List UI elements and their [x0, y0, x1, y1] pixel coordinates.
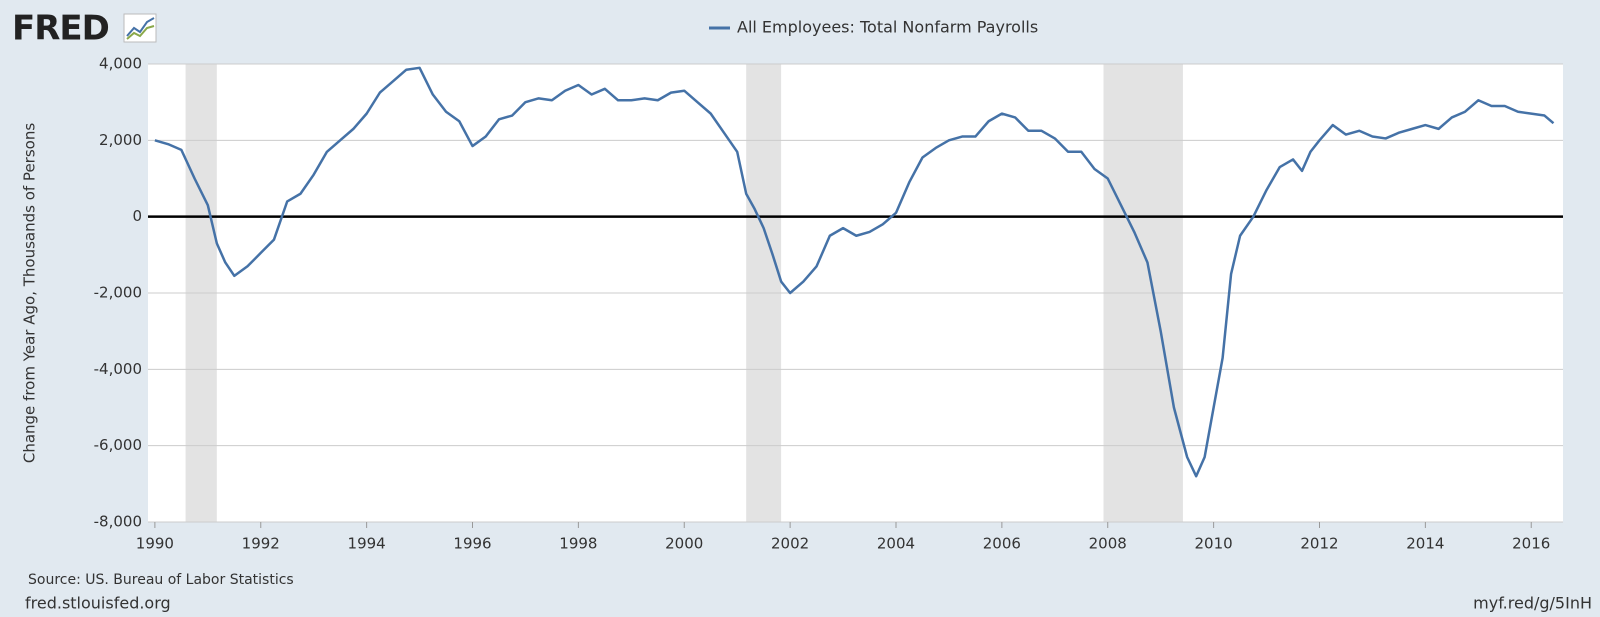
y-tick-label: -2,000: [94, 284, 142, 302]
x-tick-label: 2002: [771, 535, 809, 553]
x-tick-label: 1994: [348, 535, 386, 553]
y-tick-label: -4,000: [94, 360, 142, 378]
x-tick-label: 2012: [1300, 535, 1338, 553]
x-tick-label: 2010: [1195, 535, 1233, 553]
x-tick-label: 1990: [136, 535, 174, 553]
y-axis-label: Change from Year Ago, Thousands of Perso…: [21, 123, 39, 463]
data-line: [154, 66, 1555, 478]
footer-left: fred.stlouisfed.org: [25, 594, 171, 613]
y-tick-label: -6,000: [94, 436, 142, 454]
y-tick-label: 0: [132, 207, 142, 225]
footer-right: myf.red/g/5InH: [1473, 594, 1592, 613]
x-tick-label: 2000: [665, 535, 703, 553]
x-tick-label: 2008: [1089, 535, 1127, 553]
logo-icon: [123, 13, 157, 43]
x-tick-label: 2004: [877, 535, 915, 553]
source: Source: US. Bureau of Labor Statistics: [28, 572, 294, 588]
y-tick-label: 4,000: [99, 55, 142, 73]
x-tick-label: 1996: [453, 535, 491, 553]
logo: FRED: [12, 9, 109, 49]
y-tick-label: -8,000: [94, 513, 142, 531]
x-tick-label: 1998: [559, 535, 597, 553]
y-tick-label: 2,000: [99, 131, 142, 149]
legend-label: All Employees: Total Nonfarm Payrolls: [737, 18, 1038, 37]
x-tick-label: 2006: [983, 535, 1021, 553]
x-tick-label: 1992: [242, 535, 280, 553]
x-tick-label: 2014: [1406, 535, 1444, 553]
x-tick-label: 2016: [1512, 535, 1550, 553]
